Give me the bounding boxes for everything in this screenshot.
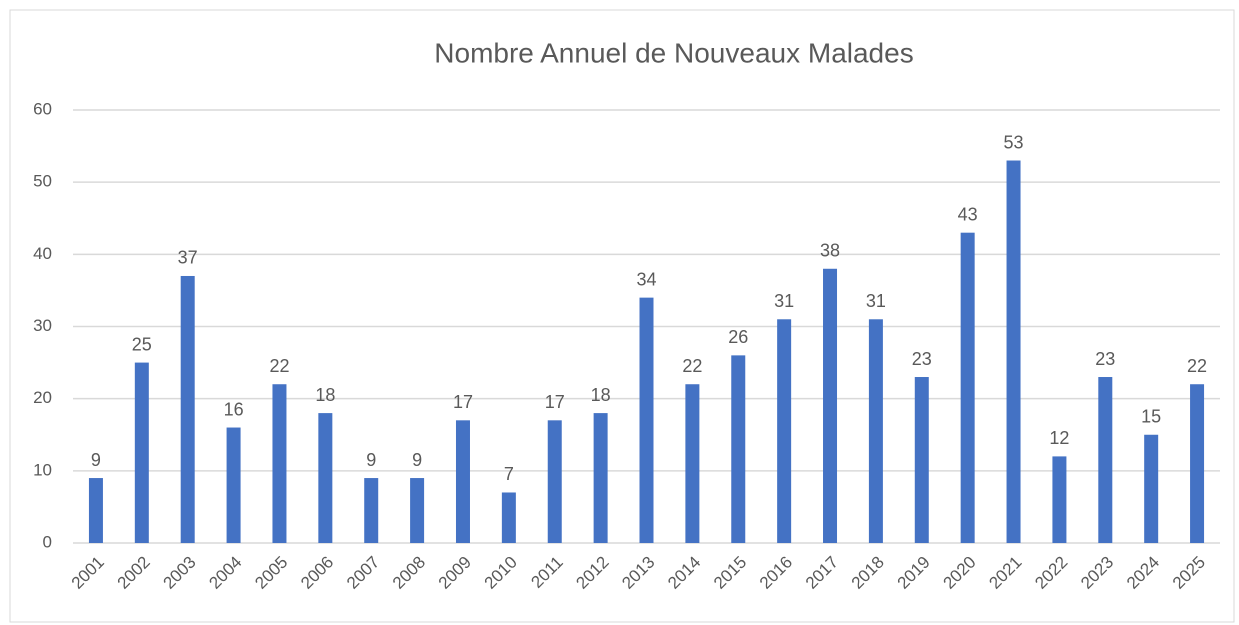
data-label: 18 — [315, 385, 335, 405]
bar — [410, 478, 425, 543]
data-label: 9 — [91, 450, 101, 470]
data-label: 23 — [912, 349, 932, 369]
data-label: 16 — [224, 399, 244, 419]
data-label: 17 — [453, 392, 473, 412]
bar — [777, 319, 792, 543]
bar — [1006, 160, 1021, 543]
bar — [501, 492, 516, 543]
bar — [547, 420, 562, 543]
data-label: 15 — [1141, 407, 1161, 427]
data-label: 34 — [636, 269, 656, 289]
data-label: 31 — [866, 291, 886, 311]
chart-frame — [9, 9, 1235, 623]
bar — [823, 268, 838, 543]
data-label: 31 — [774, 291, 794, 311]
bar — [1098, 377, 1113, 543]
bar — [364, 478, 379, 543]
bar — [180, 275, 195, 543]
bar — [731, 355, 746, 543]
y-tick-label: 30 — [33, 316, 52, 335]
bar — [272, 384, 287, 543]
bar — [134, 362, 149, 543]
data-label: 22 — [1187, 356, 1207, 376]
data-label: 9 — [412, 450, 422, 470]
data-label: 25 — [132, 334, 152, 354]
data-label: 12 — [1049, 428, 1069, 448]
data-label: 23 — [1095, 349, 1115, 369]
bar — [226, 427, 241, 543]
bar — [960, 232, 975, 543]
bar — [868, 319, 883, 543]
y-tick-label: 60 — [33, 99, 52, 118]
data-label: 18 — [591, 385, 611, 405]
bar — [685, 384, 700, 543]
data-label: 37 — [178, 248, 198, 268]
y-tick-label: 40 — [33, 244, 52, 263]
bar — [914, 377, 929, 543]
data-label: 22 — [682, 356, 702, 376]
data-label: 38 — [820, 241, 840, 261]
data-label: 9 — [366, 450, 376, 470]
y-tick-label: 10 — [33, 460, 52, 479]
data-label: 22 — [269, 356, 289, 376]
bar — [1052, 456, 1067, 543]
chart-title: Nombre Annuel de Nouveaux Malades — [434, 37, 913, 68]
bar — [1190, 384, 1205, 543]
data-label: 26 — [728, 327, 748, 347]
bar — [318, 413, 333, 543]
y-tick-label: 50 — [33, 172, 52, 191]
data-label: 43 — [958, 204, 978, 224]
data-label: 17 — [545, 392, 565, 412]
bar — [1144, 434, 1159, 543]
data-label: 53 — [1004, 132, 1024, 152]
bar — [88, 478, 103, 543]
bar — [593, 413, 608, 543]
y-tick-label: 20 — [33, 388, 52, 407]
bar — [455, 420, 470, 543]
data-label: 7 — [504, 464, 514, 484]
bar — [639, 297, 654, 543]
y-tick-label: 0 — [43, 532, 52, 551]
